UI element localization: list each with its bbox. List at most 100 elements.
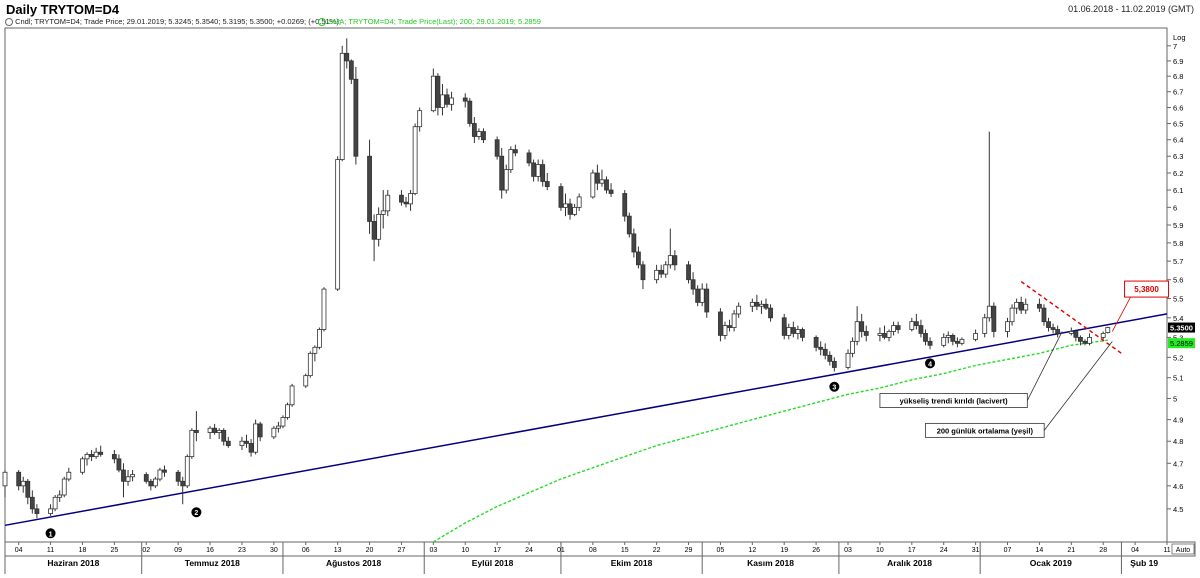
candle-body bbox=[121, 469, 126, 482]
x-tick-label: 17 bbox=[493, 547, 501, 554]
month-label: Ocak 2019 bbox=[1030, 558, 1072, 568]
candle bbox=[1005, 317, 1010, 338]
candle bbox=[540, 159, 546, 187]
price-box-label: 5,3800 bbox=[1134, 285, 1159, 294]
candle bbox=[399, 190, 404, 206]
candle-body bbox=[248, 443, 254, 453]
candle-body bbox=[818, 346, 824, 350]
candle bbox=[895, 321, 901, 334]
candle bbox=[380, 190, 386, 229]
candle-body bbox=[111, 454, 117, 460]
candle-body bbox=[93, 451, 99, 458]
date-axis-box bbox=[4, 541, 1196, 557]
candle-body bbox=[285, 404, 290, 418]
candle-body bbox=[927, 340, 933, 346]
sma-200-line bbox=[432, 339, 1108, 543]
candle bbox=[175, 470, 181, 486]
y-tick-label: 5.7 bbox=[1173, 257, 1183, 266]
month-label: Ekim 2018 bbox=[611, 558, 653, 568]
candle-body bbox=[508, 149, 514, 171]
month-label: Aralık 2018 bbox=[887, 558, 932, 568]
candle-body bbox=[189, 429, 195, 458]
month-label: Eylül 2018 bbox=[472, 558, 514, 568]
candle-body bbox=[877, 333, 883, 336]
candle-body bbox=[540, 164, 546, 182]
plot-frame bbox=[4, 27, 1168, 543]
y-tick-label: 4.7 bbox=[1173, 459, 1183, 468]
candle bbox=[121, 463, 126, 498]
candle bbox=[276, 421, 281, 433]
candle-body bbox=[503, 169, 509, 191]
y-tick-label: 7 bbox=[1173, 42, 1177, 51]
candle bbox=[503, 164, 509, 194]
x-tick-label: 10 bbox=[461, 547, 469, 554]
candle bbox=[827, 351, 833, 366]
candle-body bbox=[1037, 303, 1042, 309]
sma-legend-text: SMA; TRYTOM=D4; Trade Price(Last); 200; … bbox=[328, 17, 541, 26]
date-range: 01.06.2018 - 11.02.2019 (GMT) bbox=[1068, 4, 1194, 14]
marker-circle bbox=[191, 507, 202, 518]
candle bbox=[882, 325, 887, 340]
candle bbox=[672, 250, 678, 271]
candle bbox=[813, 335, 819, 352]
candle bbox=[563, 193, 568, 217]
candle-body bbox=[385, 194, 391, 212]
y-tick-label: 4.8 bbox=[1173, 437, 1183, 446]
candle-legend: Cndl; TRYTOM=D4; Trade Price; 29.01.2019… bbox=[5, 17, 341, 27]
candle-body bbox=[1023, 303, 1029, 311]
candle-body bbox=[29, 496, 35, 510]
candle bbox=[1023, 298, 1029, 314]
y-tick-label: 6.6 bbox=[1173, 103, 1183, 112]
x-tick-label: 13 bbox=[334, 547, 342, 554]
candle-body bbox=[212, 427, 218, 433]
candle bbox=[1082, 339, 1088, 346]
candle-body bbox=[686, 264, 691, 281]
candle-body bbox=[567, 203, 573, 215]
candle bbox=[1087, 333, 1092, 346]
candle bbox=[317, 327, 322, 350]
candle bbox=[89, 450, 94, 462]
candle-body bbox=[850, 340, 855, 354]
x-tick-label: 27 bbox=[398, 547, 406, 554]
candle bbox=[923, 329, 928, 346]
candle bbox=[152, 476, 158, 489]
candle bbox=[253, 419, 259, 455]
candle bbox=[148, 479, 154, 491]
candle bbox=[207, 426, 213, 440]
candle bbox=[248, 439, 254, 457]
candle bbox=[759, 300, 764, 314]
candle bbox=[991, 302, 997, 338]
candle bbox=[280, 415, 286, 429]
candle bbox=[257, 421, 263, 442]
candle bbox=[471, 117, 477, 144]
candle bbox=[125, 470, 131, 486]
y-tick-label: 5.6 bbox=[1173, 276, 1183, 285]
candle bbox=[444, 88, 450, 108]
candle-body bbox=[20, 480, 26, 487]
candle bbox=[950, 333, 956, 346]
candle-body bbox=[2, 471, 8, 487]
candle bbox=[239, 436, 245, 451]
candle-body bbox=[941, 336, 947, 346]
candle-body bbox=[590, 172, 596, 198]
x-tick-label: 30 bbox=[270, 547, 278, 554]
candle bbox=[736, 302, 742, 318]
candle-body bbox=[608, 189, 614, 194]
candle-body bbox=[444, 94, 450, 105]
candle bbox=[430, 68, 436, 113]
candle-body bbox=[572, 206, 578, 215]
x-tick-label: 14 bbox=[1036, 547, 1044, 554]
candle-body bbox=[499, 155, 505, 191]
candle bbox=[339, 45, 345, 162]
candle-body bbox=[827, 354, 833, 362]
candle bbox=[1078, 335, 1083, 346]
candle bbox=[727, 319, 732, 332]
marker-label: 4 bbox=[928, 361, 932, 368]
candle-body bbox=[1082, 340, 1088, 344]
candle-body bbox=[604, 179, 609, 191]
candle-body bbox=[950, 335, 956, 342]
chart-title: Daily TRYTOM=D4 bbox=[6, 2, 120, 17]
candle bbox=[854, 306, 860, 346]
marker-circle bbox=[45, 528, 56, 539]
